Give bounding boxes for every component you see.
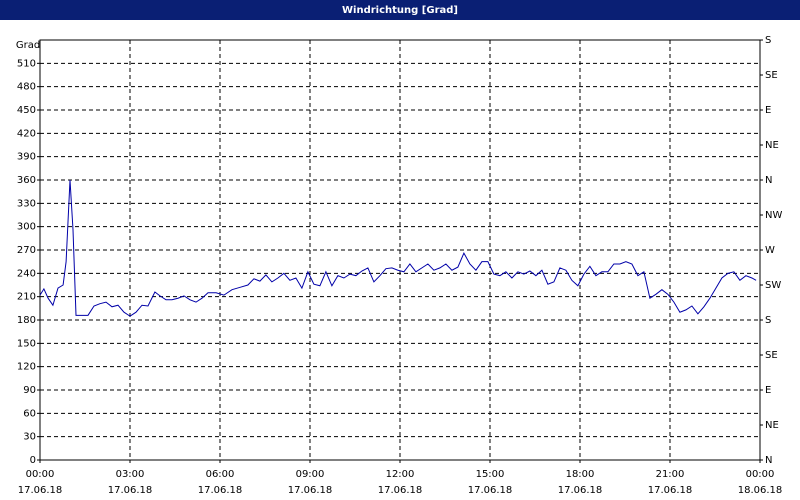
y2-tick-label: N bbox=[765, 455, 772, 466]
y2-tick-label: E bbox=[765, 105, 771, 116]
x-tick-label: 03:00 bbox=[116, 469, 145, 480]
y2-tick-label: S bbox=[765, 35, 771, 46]
y2-tick-label: SE bbox=[765, 70, 778, 81]
y2-tick-label: NE bbox=[765, 420, 779, 431]
x-tick-label: 00:00 bbox=[746, 469, 775, 480]
y-tick-label: 60 bbox=[23, 408, 36, 419]
x-tick-date: 17.06.18 bbox=[288, 485, 333, 496]
y2-tick-label: NW bbox=[765, 210, 782, 221]
y2-tick-label: SE bbox=[765, 350, 778, 361]
y-tick-label: 180 bbox=[17, 315, 36, 326]
x-tick-label: 00:00 bbox=[26, 469, 55, 480]
y-tick-label: 270 bbox=[17, 245, 36, 256]
x-tick-date: 17.06.18 bbox=[378, 485, 423, 496]
x-tick-date: 17.06.18 bbox=[198, 485, 243, 496]
y-tick-label: 210 bbox=[17, 292, 36, 303]
y2-tick-label: N bbox=[765, 175, 772, 186]
y-tick-label: 510 bbox=[17, 58, 36, 69]
y-tick-label: 420 bbox=[17, 128, 36, 139]
title-bar bbox=[0, 0, 800, 20]
x-tick-label: 15:00 bbox=[476, 469, 505, 480]
x-tick-label: 21:00 bbox=[656, 469, 685, 480]
x-tick-date: 17.06.18 bbox=[648, 485, 693, 496]
x-tick-label: 09:00 bbox=[296, 469, 325, 480]
x-tick-label: 06:00 bbox=[206, 469, 235, 480]
x-tick-date: 18.06.18 bbox=[738, 485, 783, 496]
x-tick-date: 17.06.18 bbox=[468, 485, 513, 496]
y-tick-label: 360 bbox=[17, 175, 36, 186]
y2-tick-label: SW bbox=[765, 280, 781, 291]
chart-title: Windrichtung [Grad] bbox=[342, 5, 458, 16]
x-tick-label: 18:00 bbox=[566, 469, 595, 480]
y-tick-label: 30 bbox=[23, 432, 36, 443]
x-tick-date: 17.06.18 bbox=[108, 485, 153, 496]
x-tick-label: 12:00 bbox=[386, 469, 415, 480]
y-tick-label: 300 bbox=[17, 222, 36, 233]
y-tick-label: 0 bbox=[30, 455, 36, 466]
y-tick-label: 120 bbox=[17, 362, 36, 373]
y-tick-label: 480 bbox=[17, 82, 36, 93]
y2-tick-label: W bbox=[765, 245, 775, 256]
y-tick-label: 390 bbox=[17, 152, 36, 163]
y-tick-label: 150 bbox=[17, 338, 36, 349]
x-tick-date: 17.06.18 bbox=[18, 485, 63, 496]
data-line bbox=[39, 179, 757, 317]
y-tick-label: 90 bbox=[23, 385, 36, 396]
y-tick-label: 240 bbox=[17, 268, 36, 279]
x-tick-date: 17.06.18 bbox=[558, 485, 603, 496]
y2-tick-label: S bbox=[765, 315, 771, 326]
y2-tick-label: NE bbox=[765, 140, 779, 151]
y2-tick-label: E bbox=[765, 385, 771, 396]
y-axis-label: Grad bbox=[16, 40, 40, 51]
y-tick-label: 330 bbox=[17, 198, 36, 209]
y-tick-label: 450 bbox=[17, 105, 36, 116]
